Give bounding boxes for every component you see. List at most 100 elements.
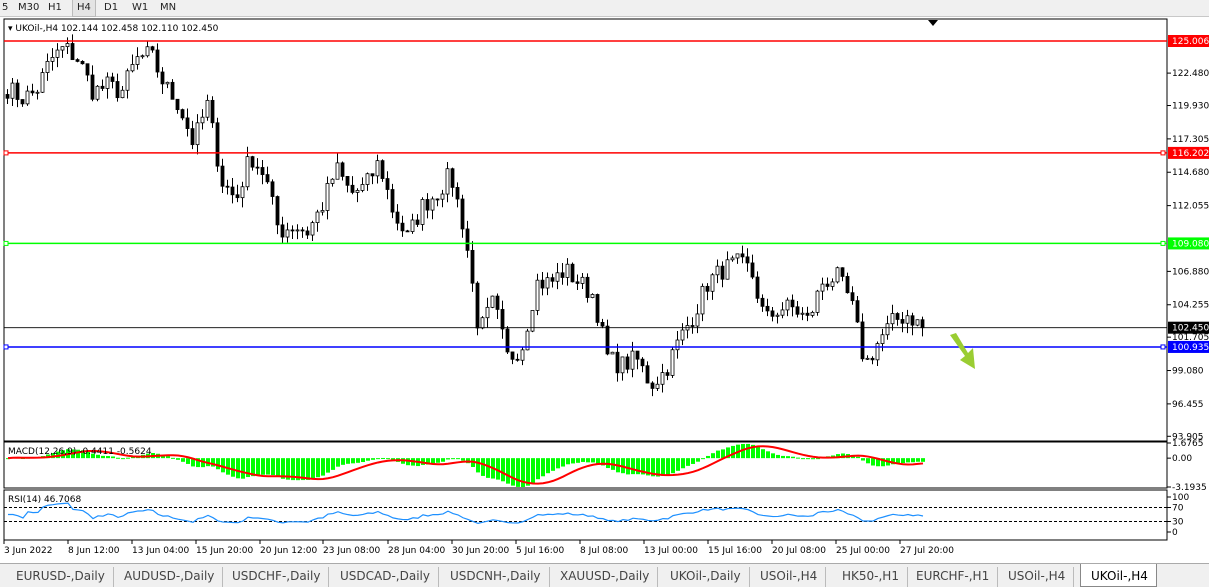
chart-tab[interactable]: USDCHF-,Daily xyxy=(222,567,330,587)
macd-bar xyxy=(336,458,340,467)
chart-shift-marker-icon[interactable] xyxy=(928,20,938,26)
macd-bar xyxy=(701,458,705,460)
macd-bar xyxy=(871,458,875,466)
timeframe-d1[interactable]: D1 xyxy=(104,2,119,13)
chart-tab[interactable]: UKOil-,H4 xyxy=(1080,564,1157,587)
price-tick: 99.080 xyxy=(1172,367,1204,377)
line-handle[interactable] xyxy=(1160,344,1166,350)
candle xyxy=(290,225,295,240)
candle xyxy=(470,241,475,292)
candle xyxy=(895,312,900,326)
candle xyxy=(40,68,45,94)
macd-bar xyxy=(716,450,720,459)
candle xyxy=(515,353,520,362)
chart-tab[interactable]: AUDUSD-,Daily xyxy=(114,567,224,587)
timeframe-m30[interactable]: M30 xyxy=(18,2,40,13)
macd-bar xyxy=(166,456,170,459)
candle xyxy=(445,162,450,203)
chart-tab[interactable]: UKOil-,Daily xyxy=(660,567,750,587)
chart-tab[interactable]: EURCHF-,H1 xyxy=(906,567,999,587)
chart-tab[interactable]: USOil-,H4 xyxy=(998,567,1075,587)
chart-tab[interactable]: EURUSD-,Daily xyxy=(0,567,114,587)
chart-tab[interactable]: USDCAD-,Daily xyxy=(330,567,439,587)
macd-bar xyxy=(231,458,235,477)
macd-bar xyxy=(481,458,485,476)
macd-bar xyxy=(86,451,90,459)
candle xyxy=(810,310,815,318)
macd-bar xyxy=(776,454,780,459)
candle xyxy=(465,220,470,258)
line-handle[interactable] xyxy=(1160,150,1166,156)
candle xyxy=(250,155,255,171)
candle xyxy=(500,300,505,339)
candle xyxy=(670,346,675,379)
macd-bar xyxy=(496,458,500,480)
candle xyxy=(260,159,265,185)
line-handle[interactable] xyxy=(3,344,9,350)
candle xyxy=(375,154,380,184)
candle xyxy=(730,255,735,262)
macd-bar xyxy=(226,458,230,475)
candle xyxy=(420,197,425,231)
chart-tab[interactable]: USOil-,H4 xyxy=(750,567,827,587)
candle xyxy=(660,363,665,393)
line-handle[interactable] xyxy=(3,150,9,156)
candle xyxy=(115,73,120,102)
macd-bar xyxy=(546,458,550,474)
macd-bar xyxy=(306,458,310,480)
candle xyxy=(830,278,835,291)
chart-tab[interactable]: XAUUSD-,Daily xyxy=(550,567,659,587)
macd-bar xyxy=(631,458,635,475)
timeframe-5[interactable]: 5 xyxy=(2,2,9,13)
timeframe-w1[interactable]: W1 xyxy=(132,2,149,13)
candle xyxy=(300,227,305,238)
candle xyxy=(340,161,345,181)
line-handle[interactable] xyxy=(1160,240,1166,246)
candle xyxy=(280,216,285,244)
line-price-label: 109.080 xyxy=(1172,239,1209,249)
macd-bar xyxy=(101,455,105,459)
macd-bar xyxy=(191,458,195,467)
chart-tab[interactable]: HK50-,H1 xyxy=(832,567,908,587)
timeframe-h1[interactable]: H1 xyxy=(48,2,62,13)
candle xyxy=(380,159,385,182)
macd-bar xyxy=(901,458,905,464)
candle xyxy=(390,183,395,219)
candle xyxy=(295,224,300,240)
macd-bar xyxy=(521,458,525,487)
macd-bar xyxy=(671,458,675,474)
candle xyxy=(765,298,770,317)
candle xyxy=(75,58,80,63)
timeframe-mn[interactable]: MN xyxy=(160,2,177,13)
macd-bar xyxy=(271,458,275,476)
macd-bar xyxy=(91,453,95,459)
macd-bar xyxy=(706,455,710,459)
candle xyxy=(435,198,440,207)
candle xyxy=(385,171,390,200)
candle xyxy=(175,98,180,114)
macd-tick: 1.6765 xyxy=(1172,439,1204,449)
chart-tab[interactable]: USDCNH-,Daily xyxy=(440,567,550,587)
candle xyxy=(365,172,370,191)
candle xyxy=(315,209,320,232)
candle xyxy=(715,259,720,284)
candle xyxy=(150,45,155,53)
candle xyxy=(320,202,325,216)
time-label: 15 Jun 20:00 xyxy=(196,546,253,556)
macd-bar xyxy=(386,458,390,460)
macd-bar xyxy=(816,458,820,460)
timeframe-h4[interactable]: H4 xyxy=(72,0,96,17)
candle xyxy=(80,60,85,65)
candle xyxy=(840,267,845,282)
candle xyxy=(310,220,315,242)
candle xyxy=(630,341,635,378)
line-handle[interactable] xyxy=(3,240,9,246)
candle xyxy=(230,178,235,204)
time-label: 20 Jun 12:00 xyxy=(260,546,317,556)
macd-bar xyxy=(531,458,535,484)
down-arrow-icon[interactable] xyxy=(950,333,975,369)
candle xyxy=(590,293,595,299)
macd-bar xyxy=(526,458,530,486)
candle xyxy=(665,369,670,381)
